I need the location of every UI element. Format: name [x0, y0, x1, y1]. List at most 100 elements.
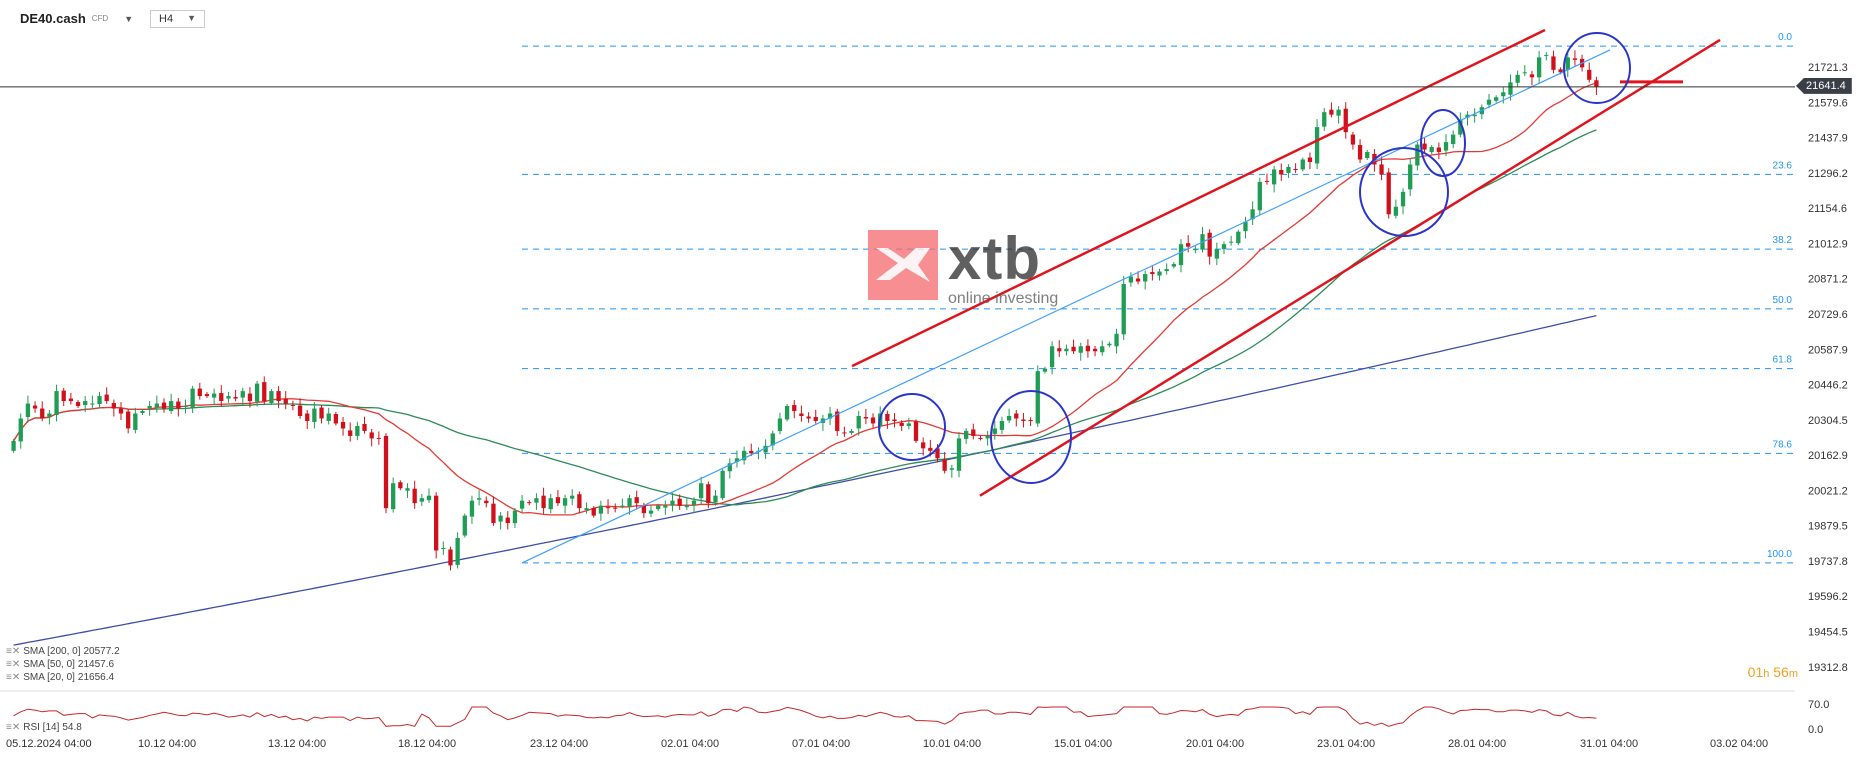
candle-body [656, 505, 661, 510]
candle [842, 426, 847, 437]
candle [1594, 76, 1599, 95]
candlestick-series [11, 50, 1599, 571]
candle-body [1544, 54, 1549, 56]
sma-200-path [13, 314, 1597, 646]
sma-20-legend[interactable]: ≡✕ SMA [20, 0] 21656.4 [6, 672, 114, 683]
candle [455, 532, 460, 569]
candle-body [1107, 343, 1112, 346]
candle-body [305, 413, 310, 421]
candle [419, 493, 424, 506]
candle [663, 500, 668, 515]
candle [613, 503, 618, 513]
candle [1057, 340, 1062, 357]
candle [233, 389, 238, 402]
candle [835, 408, 840, 436]
candle [97, 391, 102, 409]
candle-body [548, 498, 553, 510]
candle-body [691, 500, 697, 506]
candle [562, 494, 568, 514]
candle [1014, 410, 1019, 427]
candle [68, 392, 74, 405]
candle [971, 423, 976, 440]
candle [1250, 201, 1255, 225]
time-tick-label: 07.01 04:00 [792, 738, 850, 750]
time-tick-label: 28.01 04:00 [1448, 738, 1506, 750]
xtb-logo-icon [868, 230, 938, 300]
fib-level-label: 0.0 [1778, 32, 1792, 43]
candle [906, 417, 911, 430]
candle-body [340, 421, 346, 429]
candle [176, 398, 181, 417]
candle [620, 498, 625, 509]
candle-body [154, 403, 159, 408]
candle-body [219, 393, 224, 402]
candle [727, 458, 732, 479]
candle-body [1322, 112, 1327, 127]
rsi-legend[interactable]: ≡✕ RSI [14] 54.8 [6, 722, 82, 733]
candle [964, 428, 969, 444]
candle-body [18, 418, 23, 442]
candle-body [720, 470, 725, 499]
candle-body [362, 423, 367, 431]
candle-body [233, 397, 238, 399]
candle-body [885, 414, 890, 421]
symbol-selector[interactable]: DE40.cash CFD ▼ [20, 11, 133, 26]
rsi-level-label: 0.0 [1808, 724, 1823, 736]
candle [1386, 168, 1391, 219]
candle-body [32, 405, 38, 409]
candle-body [455, 538, 460, 565]
drawings-layer[interactable] [521, 28, 1721, 564]
candle-body [1178, 244, 1184, 266]
candle [763, 439, 768, 459]
candle [283, 391, 288, 410]
candle-body [1443, 142, 1449, 151]
candle [1451, 130, 1456, 149]
candle-body [269, 391, 274, 404]
candle-body [1515, 74, 1520, 83]
candle-body [97, 396, 102, 405]
candle [1135, 271, 1141, 285]
candle-body [369, 432, 374, 439]
highlight-circle [1359, 147, 1449, 237]
candle [1307, 152, 1313, 170]
candle [154, 395, 159, 413]
candle [605, 499, 611, 514]
candle-body [412, 488, 417, 504]
candle [541, 487, 546, 514]
fib-level-label: 100.0 [1767, 549, 1792, 560]
candle [190, 385, 195, 414]
candle [240, 387, 245, 406]
candle-body [1300, 159, 1305, 170]
candle [484, 496, 489, 508]
candle-body [1494, 97, 1499, 101]
timeframe-selector[interactable]: H4 ▼ [150, 10, 205, 28]
rsi-value: 54.8 [62, 722, 82, 733]
candle-body [276, 391, 281, 402]
sma-50-label: SMA [50, 0] [23, 659, 75, 670]
candle [949, 464, 954, 478]
time-tick-label: 15.01 04:00 [1054, 738, 1112, 750]
candle-body [1014, 413, 1019, 419]
sma-200-legend[interactable]: ≡✕ SMA [200, 0] 20577.2 [6, 646, 120, 657]
candle-body [1536, 57, 1542, 78]
candle [913, 419, 919, 443]
candle [219, 385, 224, 407]
sma-20-value: 21656.4 [77, 672, 115, 683]
candle-body [1114, 333, 1119, 347]
fib-level-label: 23.6 [1773, 160, 1793, 171]
time-tick-label: 03.02 04:00 [1710, 738, 1768, 750]
candle-body [1193, 249, 1198, 251]
candle-body [1379, 164, 1384, 175]
candle [555, 489, 561, 506]
candle [448, 546, 453, 571]
candle [1494, 95, 1499, 103]
symbol-name: DE40.cash [20, 11, 86, 26]
candle-body [1451, 134, 1456, 145]
sma-50-legend[interactable]: ≡✕ SMA [50, 0] 21457.6 [6, 659, 114, 670]
candle-body [1092, 348, 1098, 352]
candle [326, 407, 331, 425]
candle-body [827, 413, 833, 419]
rsi-level-label: 70.0 [1808, 699, 1829, 711]
candle [348, 422, 353, 442]
